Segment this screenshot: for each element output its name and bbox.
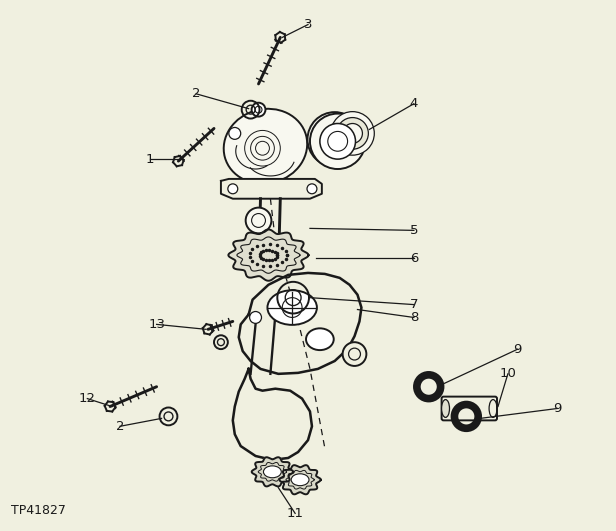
Circle shape xyxy=(251,102,265,117)
Text: 3: 3 xyxy=(304,18,312,31)
Circle shape xyxy=(307,184,317,194)
Polygon shape xyxy=(280,465,321,494)
Circle shape xyxy=(229,127,241,139)
Polygon shape xyxy=(233,369,312,460)
Text: 8: 8 xyxy=(410,311,418,324)
Text: 11: 11 xyxy=(286,507,304,520)
Polygon shape xyxy=(229,229,309,281)
Circle shape xyxy=(320,124,355,159)
Circle shape xyxy=(228,184,238,194)
Circle shape xyxy=(249,312,261,323)
Polygon shape xyxy=(249,314,278,374)
Ellipse shape xyxy=(267,290,317,325)
Polygon shape xyxy=(252,457,293,486)
Polygon shape xyxy=(221,179,322,199)
Text: 2: 2 xyxy=(116,420,124,433)
Text: 13: 13 xyxy=(148,318,165,331)
Circle shape xyxy=(246,208,272,233)
Text: 1: 1 xyxy=(145,152,154,166)
Text: 12: 12 xyxy=(79,392,96,405)
Text: TP41827: TP41827 xyxy=(11,504,66,517)
Text: 9: 9 xyxy=(514,342,522,356)
Ellipse shape xyxy=(264,466,282,478)
Ellipse shape xyxy=(291,474,309,486)
Text: 5: 5 xyxy=(410,224,418,237)
Polygon shape xyxy=(239,273,362,374)
Circle shape xyxy=(331,112,375,155)
Circle shape xyxy=(342,124,362,143)
Text: 4: 4 xyxy=(410,97,418,110)
Text: 10: 10 xyxy=(500,367,516,380)
Circle shape xyxy=(342,342,367,366)
Circle shape xyxy=(337,117,368,149)
Circle shape xyxy=(310,114,365,169)
Ellipse shape xyxy=(442,400,450,417)
Text: 2: 2 xyxy=(192,87,200,100)
Text: 7: 7 xyxy=(410,298,418,311)
Ellipse shape xyxy=(307,112,362,167)
Ellipse shape xyxy=(224,109,307,184)
Ellipse shape xyxy=(306,328,334,350)
Text: 9: 9 xyxy=(553,402,562,415)
FancyBboxPatch shape xyxy=(442,397,497,421)
Text: 6: 6 xyxy=(410,252,418,264)
